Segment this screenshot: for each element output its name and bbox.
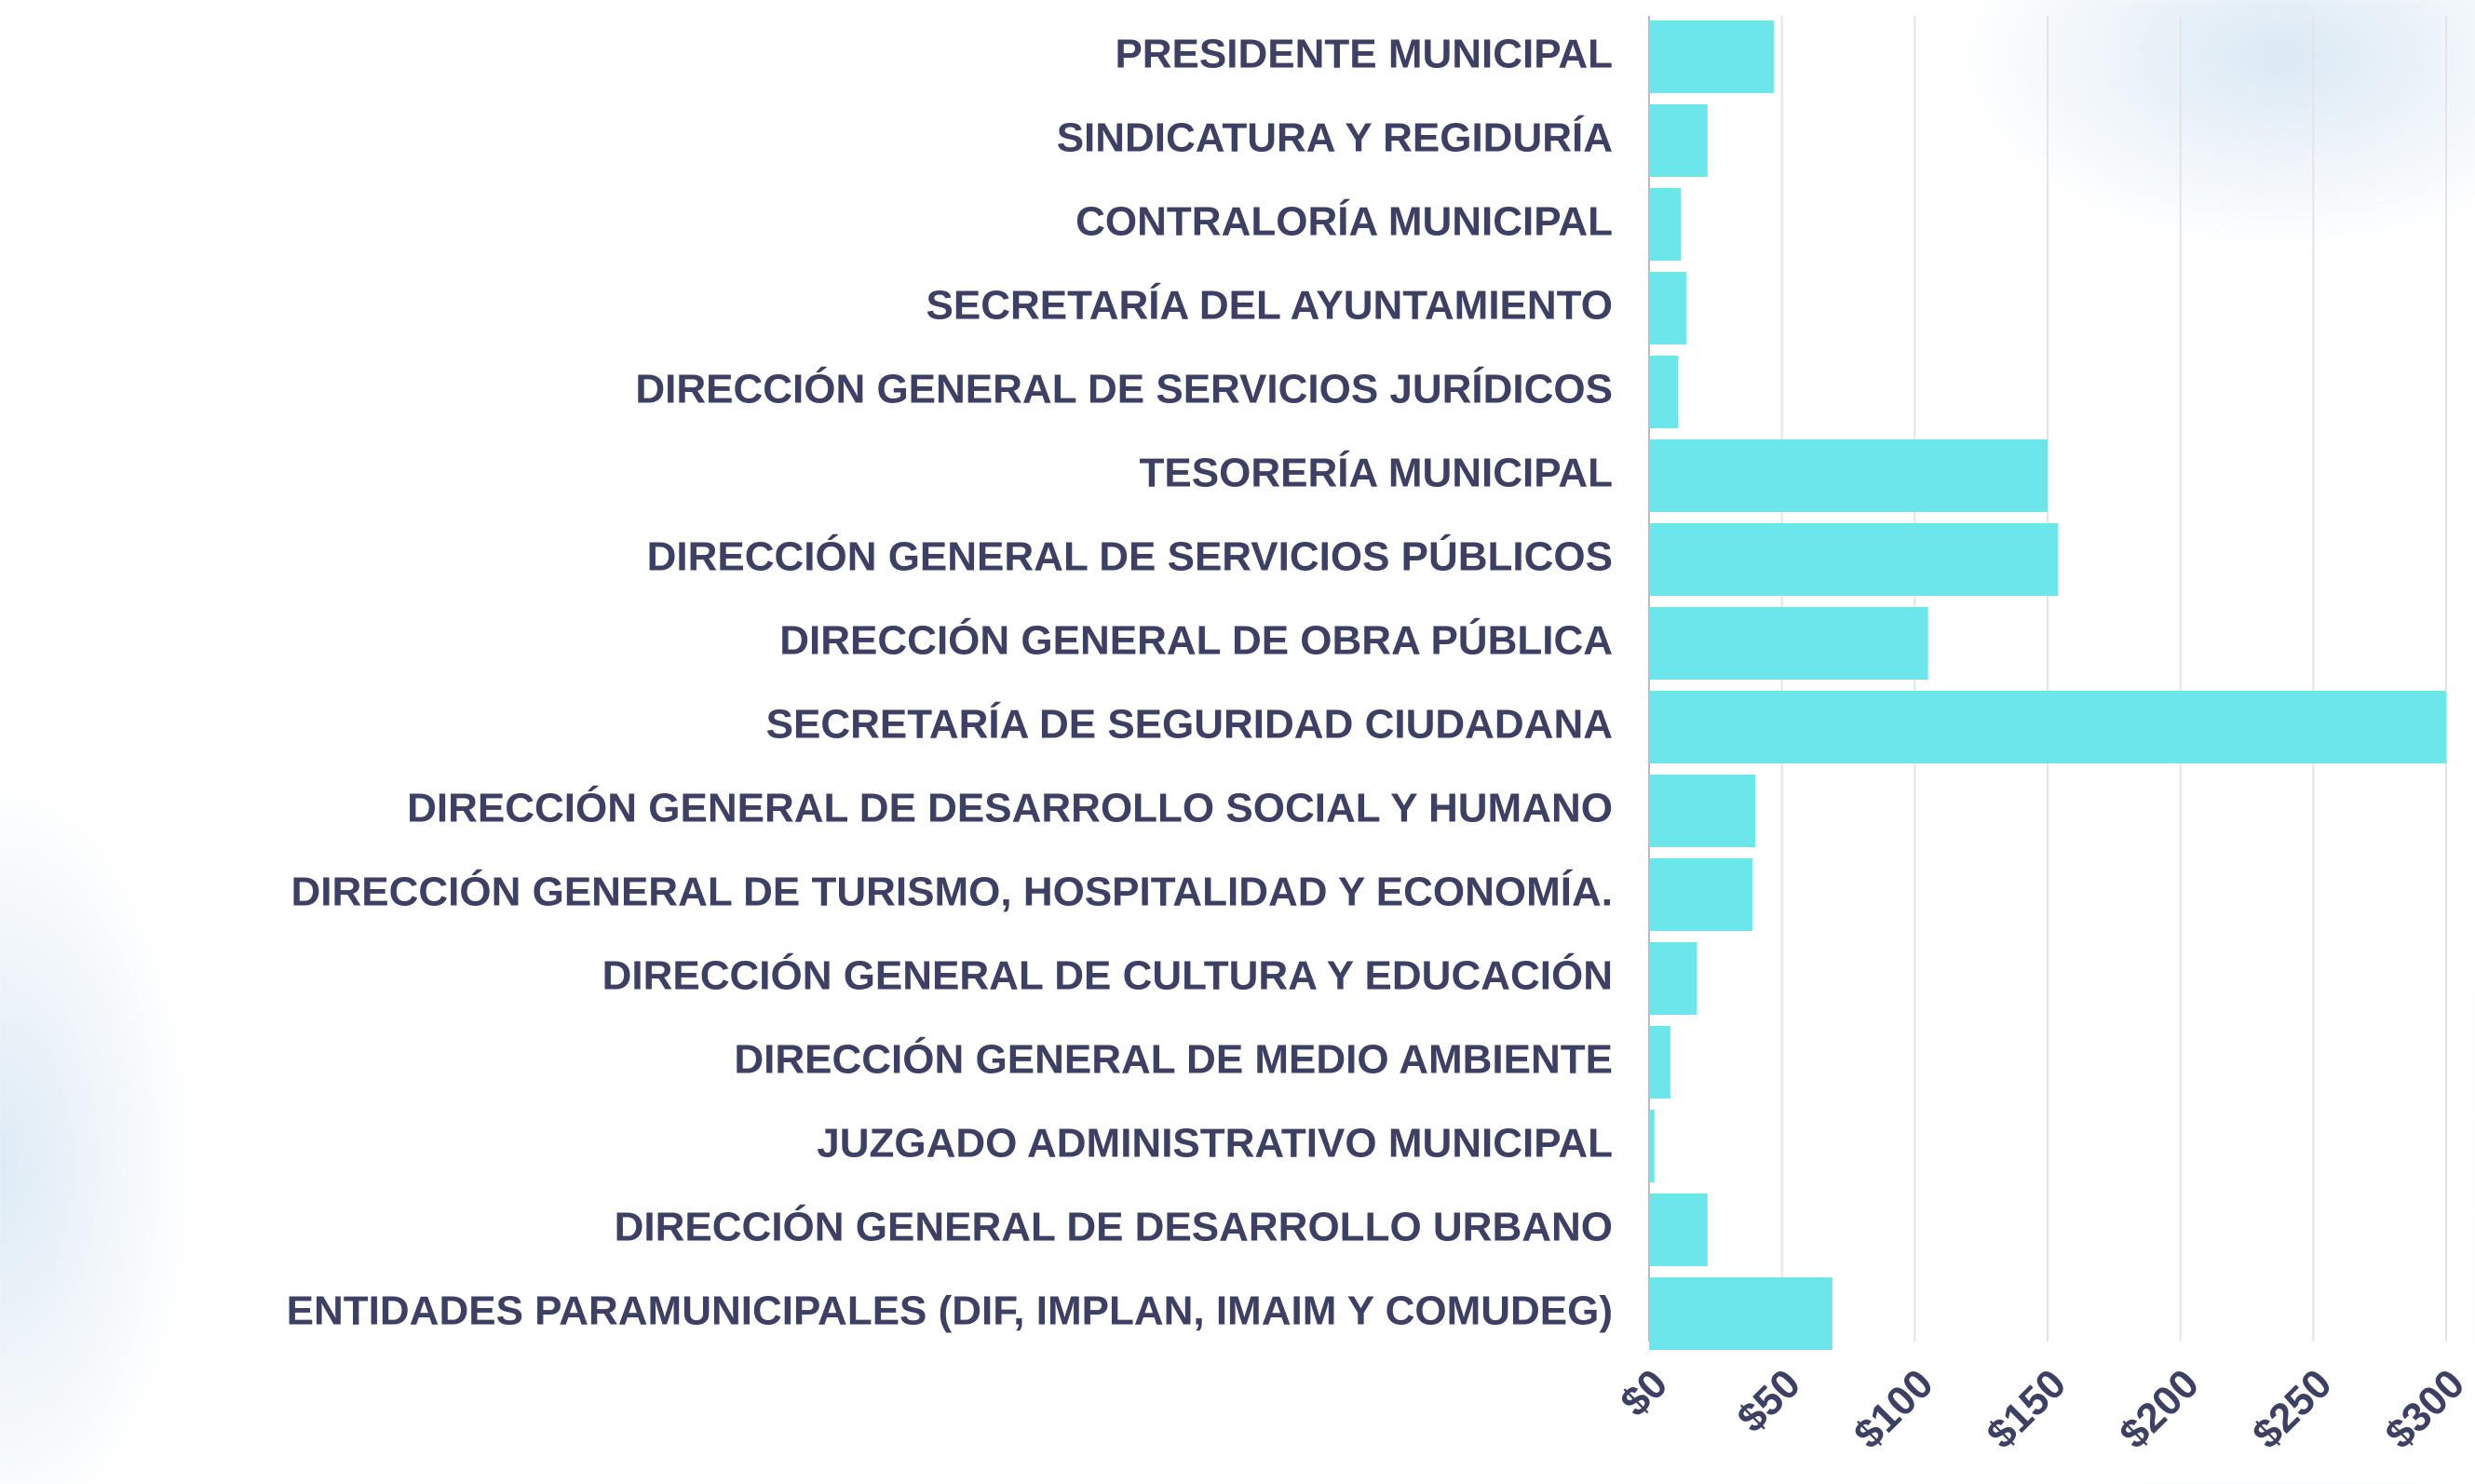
x-tick-label: $100 [1846, 1361, 1942, 1458]
bar [1649, 691, 2446, 763]
y-tick-label: SINDICATURA Y REGIDURÍA [1057, 115, 1613, 161]
bar [1649, 523, 2059, 596]
bar [1649, 1194, 1708, 1266]
y-tick-label: PRESIDENTE MUNICIPAL [1115, 32, 1613, 77]
y-tick-label: JUZGADO ADMINISTRATIVO MUNICIPAL [817, 1121, 1613, 1167]
bar [1649, 1277, 1833, 1350]
y-tick-label: SECRETARÍA DEL AYUNTAMIENTO [926, 282, 1613, 329]
bar [1649, 104, 1708, 177]
bar [1649, 356, 1679, 428]
x-tick-label: $300 [2376, 1361, 2473, 1458]
bar [1649, 188, 1682, 261]
y-tick-label: ENTIDADES PARAMUNICIPALES (DIF, IMPLAN, … [287, 1288, 1613, 1334]
x-tick-label: $50 [1728, 1361, 1809, 1442]
bar [1649, 607, 1928, 680]
y-tick-label: DIRECCIÓN GENERAL DE DESARROLLO SOCIAL Y… [407, 785, 1613, 831]
y-tick-label: DIRECCIÓN GENERAL DE CULTURA Y EDUCACIÓN [602, 952, 1613, 999]
x-tick-label: $150 [1978, 1361, 2075, 1458]
bar [1649, 942, 1697, 1015]
y-tick-label: DIRECCIÓN GENERAL DE OBRA PÚBLICA [779, 617, 1613, 664]
x-tick-label: $250 [2244, 1361, 2341, 1458]
bar [1649, 272, 1686, 344]
bar [1649, 1110, 1655, 1182]
y-tick-label: DIRECCIÓN GENERAL DE SERVICIOS JURÍDICOS [635, 366, 1613, 412]
y-tick-label: CONTRALORÍA MUNICIPAL [1075, 198, 1613, 245]
x-tick-label: $200 [2111, 1361, 2208, 1458]
y-tick-label: DIRECCIÓN GENERAL DE DESARROLLO URBANO [615, 1204, 1613, 1250]
y-tick-label: TESORERÍA MUNICIPAL [1140, 450, 1613, 496]
bar [1649, 775, 1756, 847]
y-tick-label: DIRECCIÓN GENERAL DE SERVICIOS PÚBLICOS [647, 533, 1613, 580]
bar [1649, 858, 1753, 931]
y-tick-label: DIRECCIÓN GENERAL DE TURISMO, HOSPITALID… [291, 869, 1613, 915]
bar [1649, 20, 1775, 93]
x-tick-label: $0 [1612, 1361, 1676, 1425]
y-tick-label: DIRECCIÓN GENERAL DE MEDIO AMBIENTE [734, 1036, 1613, 1083]
y-tick-label: SECRETARÍA DE SEGURIDAD CIUDADANA [766, 701, 1613, 748]
bar [1649, 1026, 1670, 1099]
bar [1649, 439, 2048, 512]
